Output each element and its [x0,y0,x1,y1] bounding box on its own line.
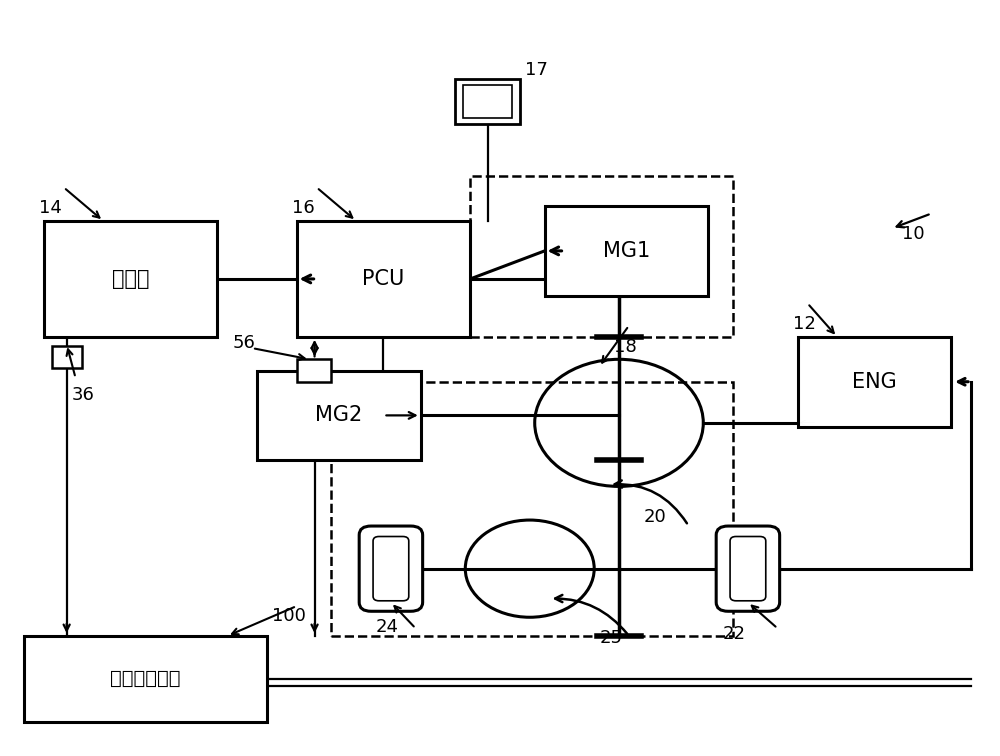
Text: PCU: PCU [362,269,405,289]
Bar [470,176,733,337]
Text: 18: 18 [614,338,637,355]
Bar [297,359,331,382]
Text: 22: 22 [723,625,746,643]
Bar [257,370,421,460]
Text: 17: 17 [525,61,548,79]
Text: 36: 36 [72,386,94,404]
Text: 电子控制装置: 电子控制装置 [110,669,181,689]
Bar [331,382,733,636]
Text: 14: 14 [39,200,62,217]
Bar [455,79,520,124]
Text: 12: 12 [793,315,815,333]
Text: 100: 100 [272,607,306,624]
Text: 20: 20 [644,508,667,525]
Text: MG2: MG2 [315,405,362,426]
Bar [297,221,470,337]
Bar [52,345,82,368]
Bar [24,636,267,722]
Text: 蓄电池: 蓄电池 [112,269,149,289]
Bar [798,337,951,426]
Text: 25: 25 [599,629,622,647]
Text: ENG: ENG [852,372,897,392]
Text: 16: 16 [292,200,314,217]
Text: 56: 56 [232,334,255,352]
FancyBboxPatch shape [373,537,409,601]
FancyBboxPatch shape [359,526,423,612]
Bar [463,85,512,118]
Text: 24: 24 [376,618,399,636]
Bar [545,206,708,296]
Bar [44,221,217,337]
Text: MG1: MG1 [603,241,650,261]
Text: 10: 10 [902,225,924,243]
FancyBboxPatch shape [716,526,780,612]
FancyBboxPatch shape [730,537,766,601]
